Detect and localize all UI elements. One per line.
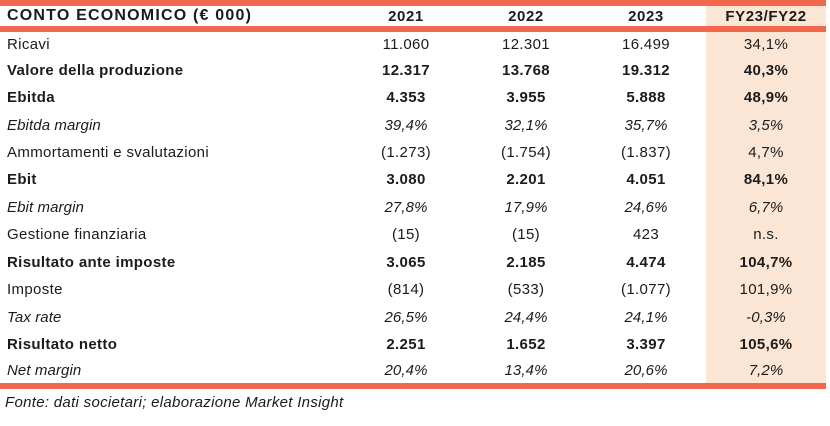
row-label: Net margin <box>7 361 82 379</box>
cell-fy23-fy22: 40,3% <box>706 56 826 84</box>
row-risultato-ante-imposte: Risultato ante imposte 3.065 2.185 4.474… <box>0 248 826 276</box>
cell-2023: 4.051 <box>626 171 666 189</box>
row-ebit: Ebit 3.080 2.201 4.051 84,1% <box>0 166 826 194</box>
cell-2023: 20,6% <box>624 361 668 379</box>
row-label: Ebitda <box>7 89 55 107</box>
row-label: Ricavi <box>7 35 50 53</box>
row-net-margin: Net margin 20,4% 13,4% 20,6% 7,2% <box>0 358 826 386</box>
cell-fy23-fy22: 84,1% <box>706 166 826 194</box>
source-note: Fonte: dati societari; elaborazione Mark… <box>5 393 344 411</box>
row-tax-rate: Tax rate 26,5% 24,4% 24,1% -0,3% <box>0 303 826 331</box>
cell-2022: (15) <box>511 226 541 244</box>
row-ammortamenti: Ammortamenti e svalutazioni (1.273) (1.7… <box>0 138 826 167</box>
cell-2023: (1.837) <box>621 143 671 161</box>
cell-2022: 2.201 <box>506 171 546 189</box>
cell-fy23-fy22: 4,7% <box>706 138 826 167</box>
cell-fy23-fy22: 7,2% <box>706 358 826 386</box>
row-label: Ebitda margin <box>7 116 101 134</box>
column-header-fy23-fy22: FY23/FY22 <box>706 3 826 29</box>
column-header-2021: 2021 <box>388 7 424 25</box>
cell-fy23-fy22: 101,9% <box>706 275 826 304</box>
cell-2021: 11.060 <box>382 35 430 53</box>
cell-2021: 2.251 <box>386 336 426 354</box>
cell-2021: (1.273) <box>381 143 431 161</box>
cell-2023: 4.474 <box>626 253 666 271</box>
cell-2021: 27,8% <box>384 198 428 216</box>
row-gestione-finanziaria: Gestione finanziaria (15) (15) 423 n.s. <box>0 221 826 249</box>
cell-2021: 12.317 <box>382 61 430 79</box>
cell-fy23-fy22: -0,3% <box>706 303 826 331</box>
cell-2023: 19.312 <box>622 61 670 79</box>
row-label: Risultato ante imposte <box>7 253 176 271</box>
row-valore-produzione: Valore della produzione 12.317 13.768 19… <box>0 56 826 84</box>
cell-fy23-fy22: n.s. <box>706 221 826 249</box>
cell-fy23-fy22: 105,6% <box>706 330 826 359</box>
table-header-row: CONTO ECONOMICO (€ 000) 2021 2022 2023 F… <box>0 3 826 29</box>
cell-2022: (1.754) <box>501 143 551 161</box>
cell-2021: 4.353 <box>386 89 426 107</box>
cell-2022: 17,9% <box>504 198 548 216</box>
cell-fy23-fy22: 34,1% <box>706 29 826 57</box>
cell-2022: 32,1% <box>504 116 548 134</box>
row-risultato-netto: Risultato netto 2.251 1.652 3.397 105,6% <box>0 330 826 359</box>
row-label: Valore della produzione <box>7 61 184 79</box>
row-ricavi: Ricavi 11.060 12.301 16.499 34,1% <box>0 29 826 57</box>
cell-2022: 12.301 <box>502 35 550 53</box>
row-label: Ammortamenti e svalutazioni <box>7 143 210 161</box>
cell-2023: 423 <box>632 226 660 244</box>
cell-2022: 24,4% <box>504 308 548 326</box>
cell-2021: 39,4% <box>384 116 428 134</box>
cell-fy23-fy22: 6,7% <box>706 193 826 222</box>
row-label: Ebit margin <box>7 198 84 216</box>
cell-fy23-fy22: 104,7% <box>706 248 826 276</box>
cell-fy23-fy22: 48,9% <box>706 83 826 112</box>
row-ebitda: Ebitda 4.353 3.955 5.888 48,9% <box>0 83 826 112</box>
cell-2021: 20,4% <box>384 361 428 379</box>
column-header-2022: 2022 <box>508 7 544 25</box>
row-label: Tax rate <box>7 308 62 326</box>
row-label: Gestione finanziaria <box>7 226 147 244</box>
cell-2023: 24,1% <box>624 308 668 326</box>
cell-2022: 1.652 <box>506 336 546 354</box>
cell-2023: 16.499 <box>622 35 670 53</box>
cell-2021: 26,5% <box>384 308 428 326</box>
cell-2021: (15) <box>391 226 421 244</box>
column-header-2023: 2023 <box>628 7 664 25</box>
cell-2022: 3.955 <box>506 89 546 107</box>
row-label: Risultato netto <box>7 336 118 354</box>
cell-2023: (1.077) <box>621 281 671 299</box>
cell-2022: (533) <box>507 281 545 299</box>
row-imposte: Imposte (814) (533) (1.077) 101,9% <box>0 275 826 304</box>
row-ebitda-margin: Ebitda margin 39,4% 32,1% 35,7% 3,5% <box>0 111 826 139</box>
cell-2021: 3.065 <box>386 253 426 271</box>
cell-2023: 35,7% <box>624 116 668 134</box>
row-label: Imposte <box>7 281 63 299</box>
row-label: Ebit <box>7 171 37 189</box>
cell-2023: 5.888 <box>626 89 666 107</box>
cell-2023: 3.397 <box>626 336 666 354</box>
cell-2022: 2.185 <box>506 253 546 271</box>
cell-2021: 3.080 <box>386 171 426 189</box>
cell-2021: (814) <box>387 281 425 299</box>
cell-2022: 13.768 <box>502 61 550 79</box>
cell-2023: 24,6% <box>624 198 668 216</box>
row-ebit-margin: Ebit margin 27,8% 17,9% 24,6% 6,7% <box>0 193 826 222</box>
table-title: CONTO ECONOMICO (€ 000) <box>7 7 253 24</box>
income-statement-table: CONTO ECONOMICO (€ 000) 2021 2022 2023 F… <box>0 0 826 389</box>
cell-fy23-fy22: 3,5% <box>706 111 826 139</box>
cell-2022: 13,4% <box>504 361 548 379</box>
